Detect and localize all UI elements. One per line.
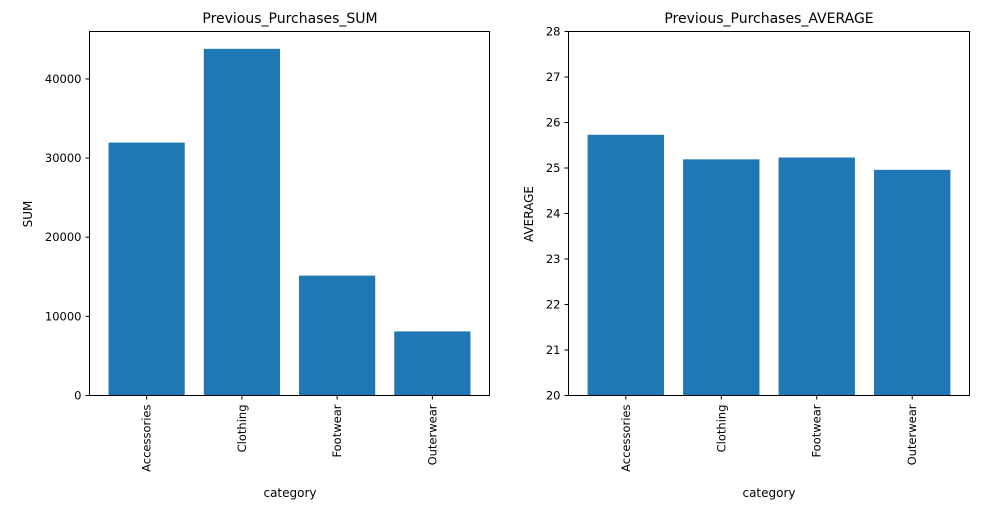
- average-chart-ytick-label: 23: [546, 252, 561, 266]
- average-chart-bar-accessories: [587, 134, 664, 396]
- average-chart-ytick-label: 22: [546, 298, 561, 312]
- sum-chart-xtick-label-footwear: Footwear: [330, 404, 344, 457]
- sum-chart-y-axis: 0 10000 20000 30000 40000: [45, 72, 90, 403]
- average-chart-xlabel: category: [742, 486, 795, 500]
- sum-chart-ylabel: SUM: [21, 201, 35, 228]
- sum-chart-xtick-label-outerwear: Outerwear: [425, 404, 439, 465]
- sum-chart-bar-accessories: [108, 142, 185, 396]
- average-chart-ytick-label: 26: [546, 116, 561, 130]
- sum-chart-ytick-label: 40000: [45, 72, 82, 86]
- sum-chart-xtick-label-accessories: Accessories: [140, 405, 154, 472]
- average-chart-ytick-label: 20: [546, 389, 561, 403]
- sum-chart-bar-clothing: [203, 48, 280, 396]
- sum-chart-frame: [89, 31, 490, 396]
- average-chart-panel: Previous_Purchases_AVERAGE AVERAGE categ…: [522, 11, 970, 500]
- sum-chart-ytick-label: 0: [74, 389, 81, 403]
- average-chart-xtick-label-clothing: Clothing: [714, 405, 728, 453]
- average-chart-frame: [568, 31, 970, 396]
- sum-chart-panel: Previous_Purchases_SUM SUM category 0 100…: [21, 11, 490, 500]
- average-chart-ytick-label: 21: [546, 343, 561, 357]
- sum-chart-ytick-label: 30000: [45, 151, 82, 165]
- average-chart-ytick-label: 27: [546, 70, 561, 84]
- average-chart-bar-footwear: [778, 157, 855, 396]
- average-chart-ytick-label: 24: [546, 207, 561, 221]
- sum-chart-xlabel: category: [263, 486, 316, 500]
- average-chart-ytick-label: 28: [546, 25, 561, 39]
- sum-chart-title: Previous_Purchases_SUM: [202, 11, 377, 27]
- sum-chart-bars: [108, 48, 471, 396]
- average-chart-bars: [587, 134, 951, 396]
- average-chart-bar-outerwear: [874, 169, 951, 396]
- sum-chart-bar-footwear: [299, 275, 376, 396]
- average-chart-ylabel: AVERAGE: [522, 186, 536, 242]
- average-chart-y-axis: 20 21 22 23 24 25 26 27 28: [546, 25, 569, 403]
- average-chart-xtick-label-outerwear: Outerwear: [905, 404, 919, 465]
- average-chart-x-axis: Accessories Clothing Footwear Outerwear: [619, 395, 919, 472]
- sum-chart-x-axis: Accessories Clothing Footwear Outerwear: [140, 395, 439, 472]
- average-chart-bar-clothing: [683, 159, 760, 396]
- sum-chart-ytick-label: 10000: [45, 309, 82, 323]
- sum-chart-xtick-label-clothing: Clothing: [235, 405, 249, 453]
- sum-chart-ytick-label: 20000: [45, 230, 82, 244]
- sum-chart-bar-outerwear: [394, 331, 471, 396]
- average-chart-ytick-label: 25: [546, 161, 561, 175]
- average-chart-xtick-label-footwear: Footwear: [810, 404, 824, 457]
- average-chart-xtick-label-accessories: Accessories: [619, 405, 633, 472]
- average-chart-title: Previous_Purchases_AVERAGE: [664, 11, 873, 27]
